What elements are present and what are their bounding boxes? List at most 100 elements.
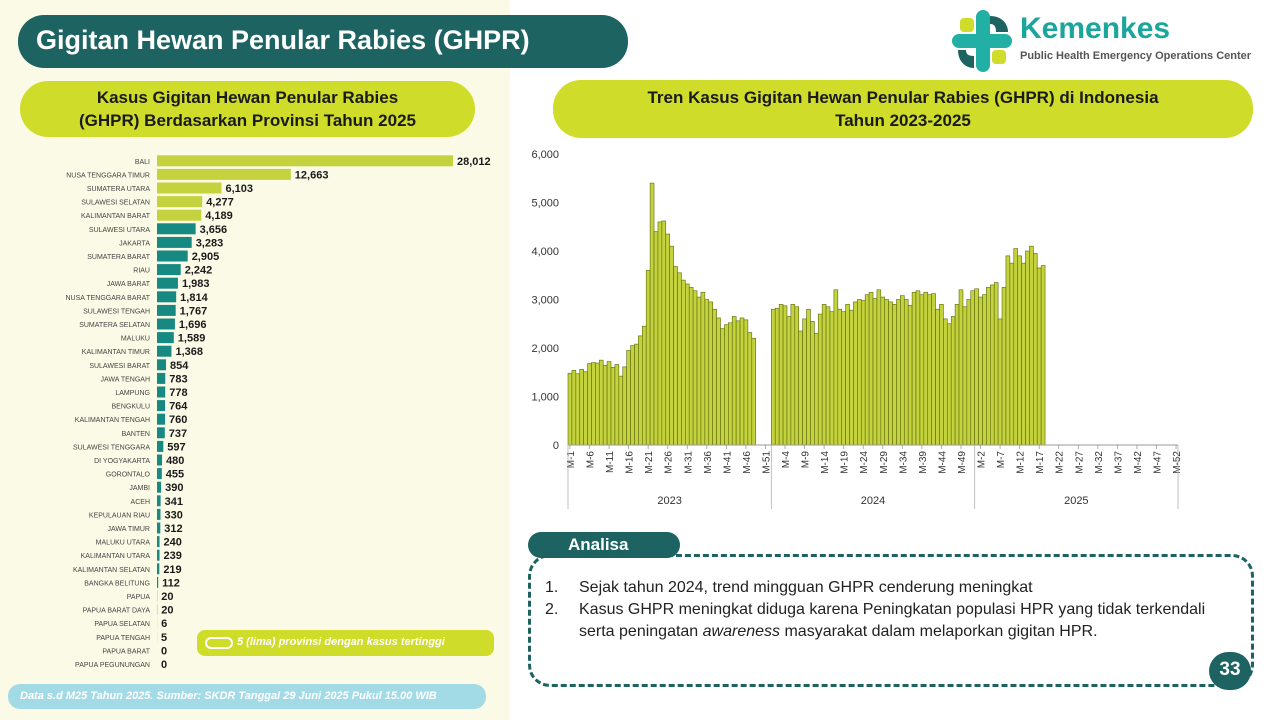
week-bar bbox=[884, 299, 889, 446]
province-value-label: 1,983 bbox=[182, 278, 210, 290]
province-label: JAKARTA bbox=[119, 240, 150, 247]
week-bar bbox=[598, 359, 604, 446]
y-tick-label: 0 bbox=[553, 440, 559, 452]
province-bar bbox=[157, 400, 166, 412]
week-bar bbox=[673, 266, 678, 446]
legend: 5 (lima) provinsi dengan kasus tertinggi bbox=[197, 630, 494, 656]
province-value-label: 4,189 bbox=[205, 210, 233, 222]
x-tick-label: M-52 bbox=[1172, 451, 1183, 474]
week-bar bbox=[747, 332, 753, 446]
week-bar bbox=[919, 294, 925, 446]
week-bar bbox=[571, 370, 577, 446]
analisa-item: 2. Kasus GHPR meningkat diduga karena Pe… bbox=[545, 599, 1235, 643]
province-label: SULAWESI UTARA bbox=[89, 227, 150, 234]
week-bar bbox=[653, 231, 659, 446]
province-label: KALIMANTAN TIMUR bbox=[82, 349, 150, 356]
x-tick-label: M-39 bbox=[918, 451, 929, 474]
province-bar bbox=[157, 427, 165, 439]
province-label: JAWA BARAT bbox=[107, 281, 151, 288]
x-tick-label: M-46 bbox=[742, 451, 753, 474]
week-bar bbox=[724, 324, 729, 446]
week-bar bbox=[630, 345, 635, 446]
province-value-label: 1,767 bbox=[180, 305, 208, 317]
week-bar bbox=[982, 294, 987, 446]
week-bar bbox=[638, 335, 643, 446]
province-label: ACEH bbox=[131, 499, 150, 506]
week-bar bbox=[739, 317, 745, 446]
week-bar bbox=[1001, 287, 1007, 446]
week-bar bbox=[778, 304, 784, 446]
province-bar bbox=[157, 304, 176, 316]
week-bar bbox=[606, 361, 612, 446]
province-value-label: 1,696 bbox=[179, 319, 207, 331]
province-bar bbox=[157, 468, 162, 480]
week-bar bbox=[958, 289, 964, 446]
province-chart-title: Kasus Gigitan Hewan Penular Rabies (GHPR… bbox=[20, 81, 475, 137]
week-bar bbox=[720, 328, 725, 446]
week-bar bbox=[669, 245, 674, 446]
province-value-label: 6 bbox=[161, 618, 167, 630]
logo-subtitle: Public Health Emergency Operations Cente… bbox=[1020, 50, 1252, 62]
week-bar bbox=[735, 320, 741, 446]
province-value-label: 2,242 bbox=[185, 265, 213, 277]
week-bar bbox=[857, 299, 862, 446]
x-tick-label: M-21 bbox=[644, 451, 655, 474]
week-bar bbox=[677, 272, 682, 446]
province-value-label: 4,277 bbox=[206, 197, 234, 209]
week-bar bbox=[845, 304, 850, 446]
province-label: PAPUA BARAT bbox=[102, 648, 150, 655]
analisa-item-text-end: masyarakat dalam melaporkan gigitan HPR. bbox=[780, 623, 1098, 640]
week-bar bbox=[649, 182, 655, 446]
week-bar bbox=[1017, 255, 1022, 446]
week-bar bbox=[798, 330, 803, 446]
week-bar bbox=[661, 220, 667, 446]
week-bar bbox=[954, 304, 960, 446]
week-bar bbox=[1033, 253, 1038, 446]
x-tick-label: M-44 bbox=[937, 451, 948, 474]
x-tick-label: M-1 bbox=[566, 451, 577, 469]
week-bar bbox=[591, 362, 596, 446]
week-bar bbox=[712, 308, 717, 446]
x-tick-label: M-22 bbox=[1055, 451, 1066, 474]
province-label: NUSA TENGGARA BARAT bbox=[65, 295, 150, 302]
week-bar bbox=[1021, 262, 1026, 446]
x-tick-label: M-7 bbox=[996, 451, 1007, 469]
week-bar bbox=[849, 309, 854, 446]
province-label: PAPUA SELATAN bbox=[94, 621, 150, 628]
week-bar bbox=[872, 298, 878, 446]
province-bar bbox=[157, 155, 453, 167]
week-bar bbox=[946, 323, 952, 446]
province-label: KALIMANTAN UTARA bbox=[81, 553, 151, 560]
province-value-label: 2,905 bbox=[192, 251, 220, 263]
x-tick-label: M-26 bbox=[664, 451, 675, 474]
province-label: BENGKULU bbox=[111, 404, 150, 411]
week-bar bbox=[700, 291, 706, 446]
province-label: MALUKU UTARA bbox=[96, 540, 151, 547]
province-bar bbox=[157, 359, 167, 371]
page-title-banner: Gigitan Hewan Penular Rabies (GHPR) bbox=[18, 15, 628, 68]
province-label: SULAWESI BARAT bbox=[89, 363, 150, 370]
week-bar bbox=[771, 308, 776, 446]
analisa-label: Analisa bbox=[528, 532, 680, 558]
week-bar bbox=[986, 287, 991, 446]
province-label: JAMBI bbox=[129, 485, 150, 492]
y-tick-label: 3,000 bbox=[531, 295, 559, 307]
week-bar bbox=[618, 375, 624, 446]
x-tick-label: M-16 bbox=[625, 451, 636, 474]
province-bar bbox=[157, 277, 178, 289]
week-bar bbox=[829, 311, 835, 446]
week-bar bbox=[688, 287, 694, 446]
trend-chart-title-line-2: Tahun 2023-2025 bbox=[835, 111, 971, 130]
week-bar bbox=[657, 221, 663, 446]
week-bar bbox=[708, 301, 713, 446]
source-note: Data s.d M25 Tahun 2025. Sumber: SKDR Ta… bbox=[8, 684, 486, 709]
week-bar bbox=[892, 304, 897, 446]
province-label: SULAWESI TENGAH bbox=[83, 308, 150, 315]
analisa-item-text: Kasus GHPR meningkat diduga karena Penin… bbox=[579, 601, 1206, 640]
week-bar bbox=[943, 318, 948, 446]
kemenkes-logo: Kemenkes Public Health Emergency Operati… bbox=[950, 8, 1275, 76]
year-label: 2024 bbox=[861, 495, 885, 507]
province-bar bbox=[157, 209, 202, 221]
week-bar bbox=[876, 289, 882, 446]
province-bar-chart: BALI 28,012 NUSA TENGGARA TIMUR 12,663 SUMAT… bbox=[65, 155, 491, 670]
